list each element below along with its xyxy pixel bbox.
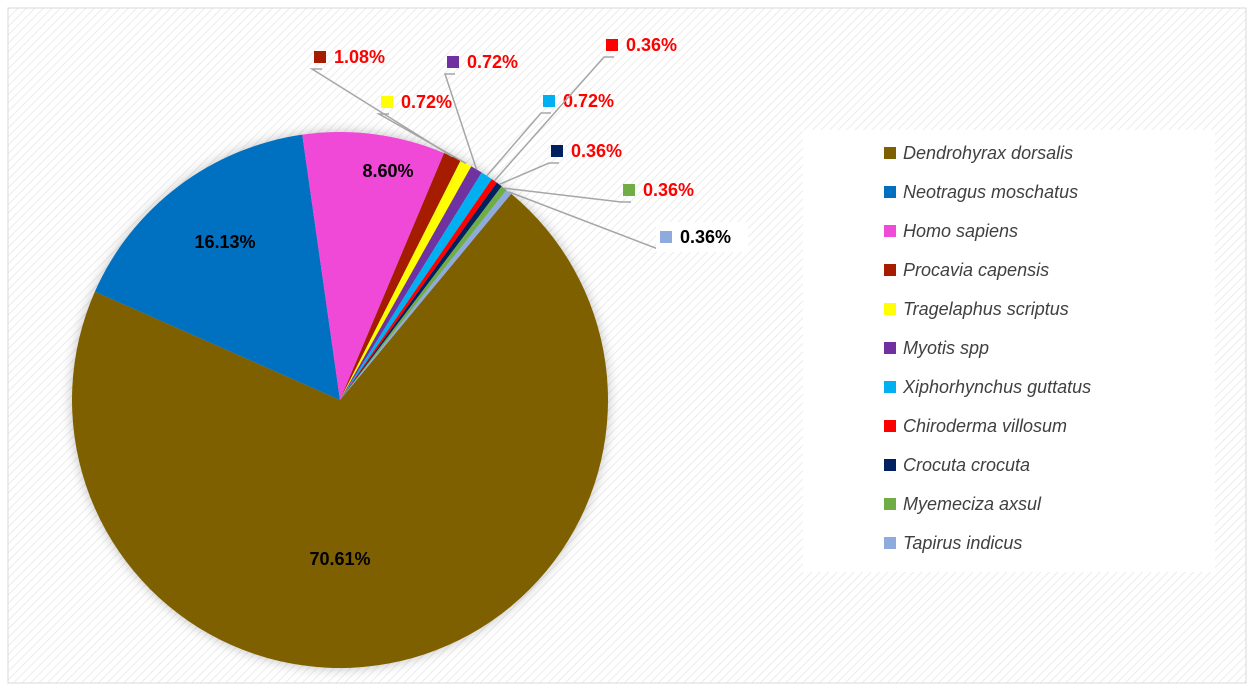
legend-swatch: [884, 459, 896, 471]
legend-label: Crocuta crocuta: [903, 455, 1030, 475]
legend-swatch: [884, 342, 896, 354]
data-label-key: [381, 96, 393, 108]
legend-label: Homo sapiens: [903, 221, 1018, 241]
legend-swatch: [884, 225, 896, 237]
data-label-key: [623, 184, 635, 196]
data-label-key: [543, 95, 555, 107]
pie-slice: [340, 160, 472, 400]
legend-swatch: [884, 381, 896, 393]
leader-line: [498, 162, 559, 186]
pie-slice: [72, 193, 609, 669]
legend-label: Xiphorhynchus guttatus: [902, 377, 1091, 397]
data-label: 0.36%: [680, 227, 731, 247]
data-label: 0.72%: [401, 92, 452, 112]
data-label: 0.72%: [467, 52, 518, 72]
legend-swatch: [884, 537, 896, 549]
pie: [72, 132, 609, 669]
data-label: 0.36%: [643, 180, 694, 200]
pie-slice: [340, 182, 502, 400]
data-label: 0.36%: [626, 35, 677, 55]
labels: 70.61% 16.13% 8.60% 1.08% 0.72% 0.72% 0.72% 0.3…: [194, 35, 748, 569]
data-label-key: [314, 51, 326, 63]
legend-label: Neotragus moschatus: [903, 182, 1078, 202]
pie-slice: [94, 134, 340, 400]
data-label: 70.61%: [309, 549, 370, 569]
data-label: 0.36%: [571, 141, 622, 161]
pie-slice: [302, 132, 445, 401]
pie-slice: [340, 189, 512, 400]
pie-slice: [340, 166, 482, 400]
data-label: 8.60%: [362, 161, 413, 181]
legend-label: Tragelaphus scriptus: [903, 299, 1069, 319]
data-label: 0.72%: [563, 91, 614, 111]
data-label-key: [660, 231, 672, 243]
legend-swatch: [884, 147, 896, 159]
leader-line: [376, 113, 467, 165]
legend-label: Procavia capensis: [903, 260, 1049, 280]
data-label-key: [606, 39, 618, 51]
legend-label: Chiroderma villosum: [903, 416, 1067, 436]
legend-swatch: [884, 264, 896, 276]
legend-swatch: [884, 186, 896, 198]
data-label-key: [447, 56, 459, 68]
data-label-key: [551, 145, 563, 157]
legend-label: Myotis spp: [903, 338, 989, 358]
pie-slice: [340, 179, 497, 400]
leader-line: [443, 73, 478, 170]
data-label: 16.13%: [194, 232, 255, 252]
pie-slice: [340, 186, 507, 400]
legend-box: [803, 130, 1215, 572]
leader-line: [504, 187, 631, 203]
legend-label: Tapirus indicus: [903, 533, 1022, 553]
pie-slice: [340, 153, 461, 400]
legend-swatch: [884, 498, 896, 510]
data-label: 1.08%: [334, 47, 385, 67]
legend-label: Myemeciza axsul: [903, 494, 1042, 514]
leader-line: [493, 56, 614, 182]
legend-label: Dendrohyrax dorsalis: [903, 143, 1073, 163]
pie-slice: [340, 172, 492, 400]
legend-swatch: [884, 303, 896, 315]
leader-line: [309, 68, 453, 158]
leader-line: [486, 112, 551, 177]
legend-swatch: [884, 420, 896, 432]
